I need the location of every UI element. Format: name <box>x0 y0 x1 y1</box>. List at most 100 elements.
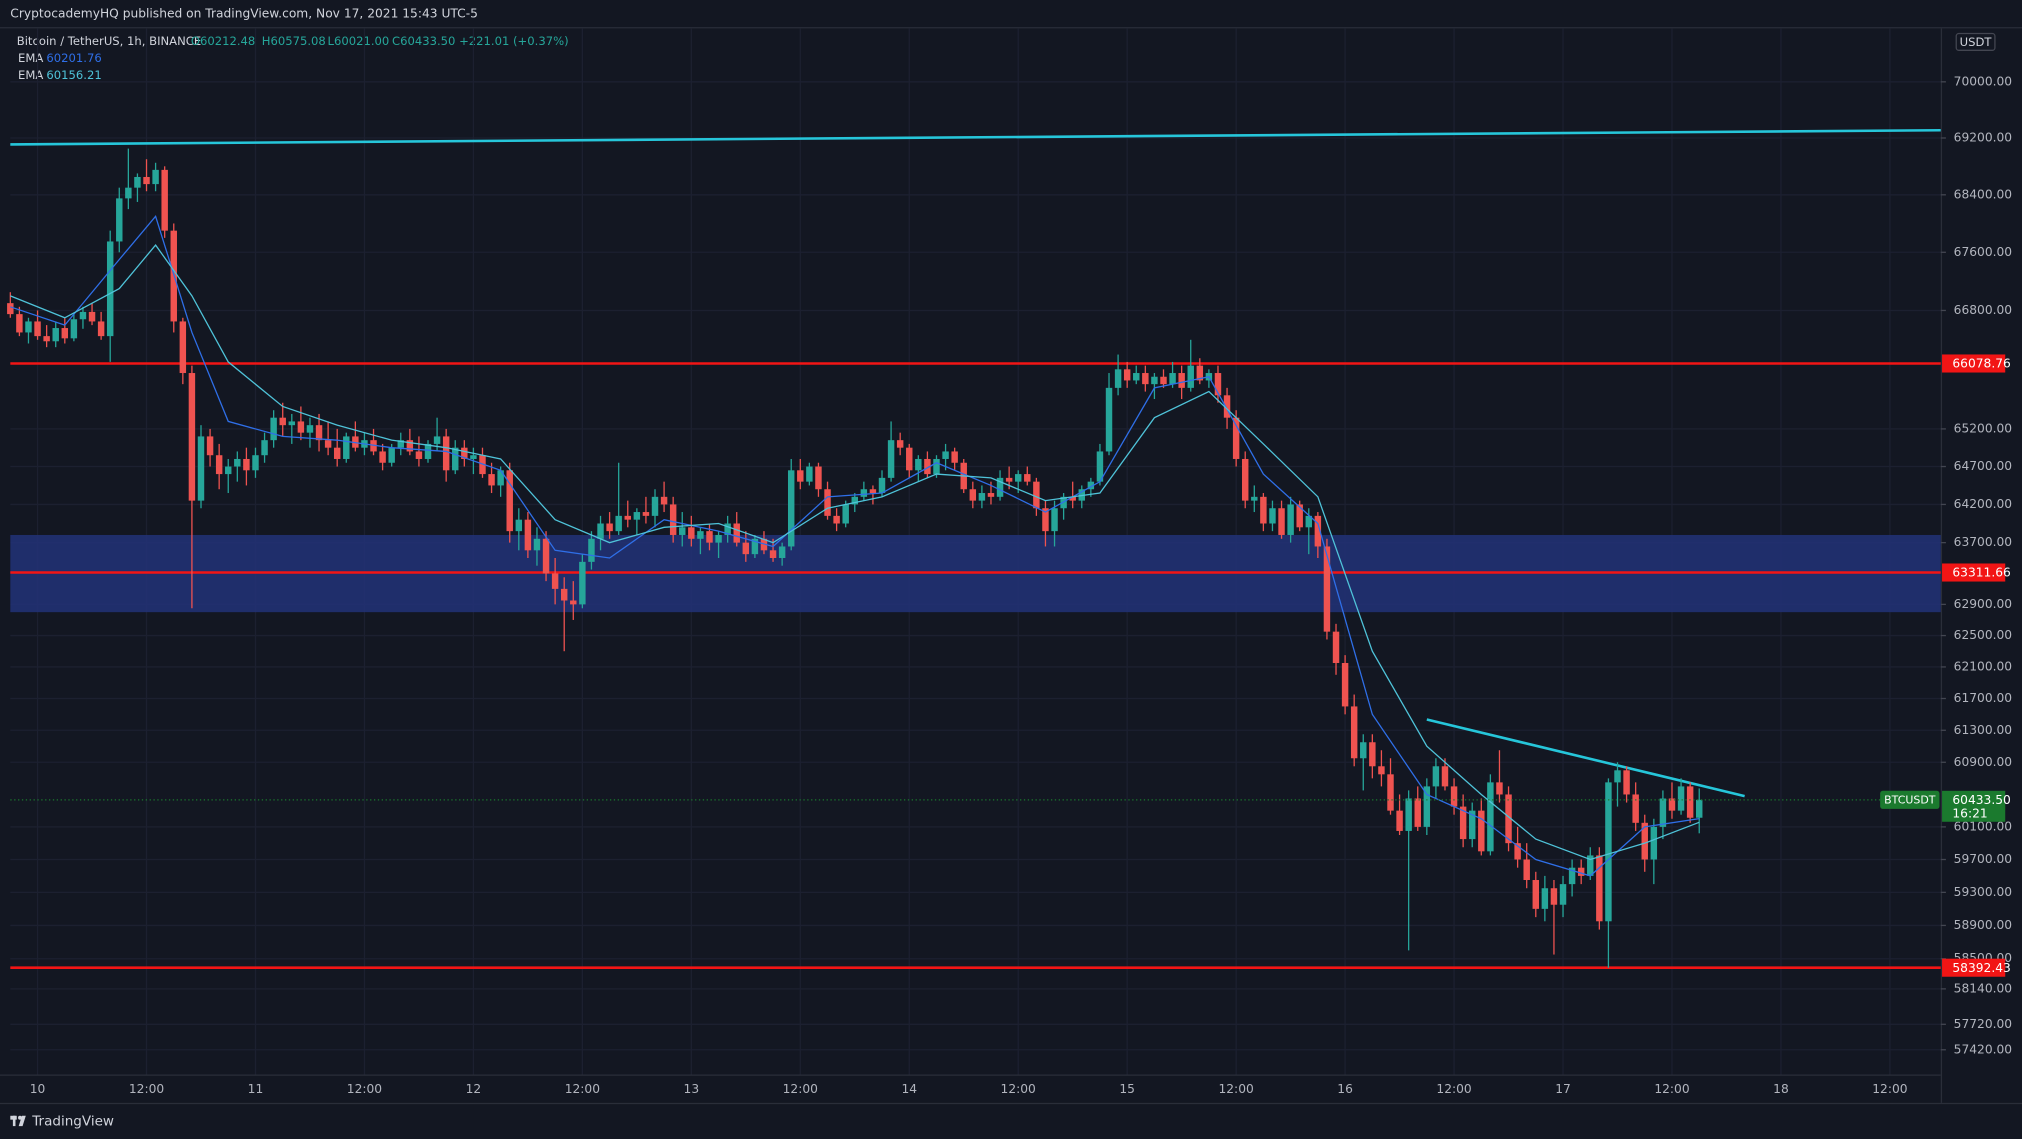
candle-body <box>52 328 59 342</box>
candle-body <box>1650 826 1658 860</box>
candle-body <box>1151 376 1158 385</box>
candle-body <box>1024 474 1031 482</box>
candle-body <box>261 440 268 456</box>
candle-body <box>733 523 740 543</box>
candle-body <box>116 198 123 242</box>
candle-body <box>1550 888 1558 905</box>
legend-ema-value: 60201.76 <box>46 51 101 65</box>
footer-brand: TradingView <box>31 1114 114 1130</box>
candle-body <box>415 451 423 459</box>
candle-body <box>16 314 23 333</box>
y-tick-label: 62100.00 <box>1954 659 2012 673</box>
legend-value: O60212.48 <box>191 34 255 48</box>
candle-body <box>1468 810 1476 840</box>
candle-body <box>551 573 559 589</box>
x-tick-label: 12:00 <box>1872 1082 1907 1096</box>
candle-body <box>942 451 949 459</box>
symbol-tag: BTCUSDT <box>1884 793 1936 806</box>
candle-body <box>7 303 14 315</box>
candle-body <box>824 489 831 516</box>
candle-body <box>1505 794 1512 844</box>
candle-body <box>1005 477 1013 482</box>
candle-body <box>1668 798 1676 811</box>
y-tick-label: 61700.00 <box>1954 691 2012 705</box>
candle-body <box>787 470 795 547</box>
candle-body <box>1278 508 1285 535</box>
candle-body <box>1632 794 1639 823</box>
candle-body <box>397 440 404 448</box>
y-tick-label: 62900.00 <box>1954 597 2012 611</box>
candle-body <box>987 493 995 497</box>
y-tick-label: 70000.00 <box>1954 74 2012 88</box>
x-tick-label: 17 <box>1555 1082 1571 1096</box>
candle-body <box>1332 631 1340 663</box>
candle-body <box>715 534 722 543</box>
candle-body <box>61 328 69 339</box>
candle-body <box>388 447 395 463</box>
candle-body <box>896 440 904 448</box>
candle-body <box>1323 546 1331 632</box>
candle-body <box>1677 786 1685 811</box>
candle-body <box>1096 451 1104 482</box>
legend-value: +221.01 (+0.37%) <box>459 34 569 48</box>
candle-body <box>379 451 386 463</box>
candle-body <box>806 466 813 482</box>
x-tick-label: 12:00 <box>565 1082 600 1096</box>
legend-value: H60575.08 <box>262 34 326 48</box>
candle-body <box>1568 867 1576 885</box>
candle-body <box>542 538 550 574</box>
candle-body <box>560 588 568 601</box>
last-price-box <box>1942 790 2006 822</box>
candle-body <box>306 425 314 433</box>
candle-body <box>1169 373 1176 385</box>
candle-body <box>996 477 1004 497</box>
candle-body <box>1014 474 1022 482</box>
candle-body <box>1532 880 1540 909</box>
tv-logo <box>10 1115 26 1127</box>
candle-body <box>1378 766 1385 775</box>
candle-body <box>134 176 141 188</box>
candle-body <box>833 515 840 524</box>
candle-body <box>751 538 759 555</box>
candle-body <box>533 538 541 551</box>
candle-body <box>570 600 577 605</box>
candle-body <box>1478 810 1485 852</box>
candle-body <box>152 169 159 185</box>
x-tick-label: 12:00 <box>1436 1082 1471 1096</box>
x-tick-label: 12:00 <box>347 1082 382 1096</box>
candle-body <box>851 496 858 505</box>
candle-body <box>243 458 250 471</box>
candle-body <box>442 436 450 471</box>
candle-body <box>869 489 877 494</box>
candle-body <box>1369 742 1376 767</box>
candle-body <box>488 474 495 486</box>
x-tick-label: 13 <box>684 1082 700 1096</box>
candle-body <box>842 504 849 524</box>
y-tick-label: 64200.00 <box>1954 497 2012 511</box>
candle-body <box>1241 458 1249 501</box>
candle-body <box>878 477 886 494</box>
candle-body <box>669 504 677 535</box>
y-tick-label: 62500.00 <box>1954 628 2012 642</box>
hline-label-box <box>1942 958 2006 977</box>
candle-body <box>1405 798 1412 831</box>
candle-body <box>1214 373 1222 396</box>
candle-body <box>778 546 786 558</box>
candle-body <box>915 458 922 471</box>
candle-body <box>1396 810 1403 831</box>
candle-body <box>1251 496 1258 501</box>
candle-body <box>79 311 87 320</box>
x-tick-label: 11 <box>248 1082 264 1096</box>
candle-body <box>179 321 187 374</box>
candle-body <box>1260 496 1267 524</box>
candle-body <box>43 336 50 342</box>
y-tick-label: 67600.00 <box>1954 245 2012 259</box>
candle-body <box>1314 515 1322 547</box>
candle-body <box>215 455 223 475</box>
candle-body <box>860 489 868 497</box>
candle-body <box>461 447 468 459</box>
candle-body <box>1496 782 1503 795</box>
legend-ema-name: EMA <box>18 51 43 65</box>
candle-body <box>642 512 650 516</box>
candles <box>7 148 1703 968</box>
